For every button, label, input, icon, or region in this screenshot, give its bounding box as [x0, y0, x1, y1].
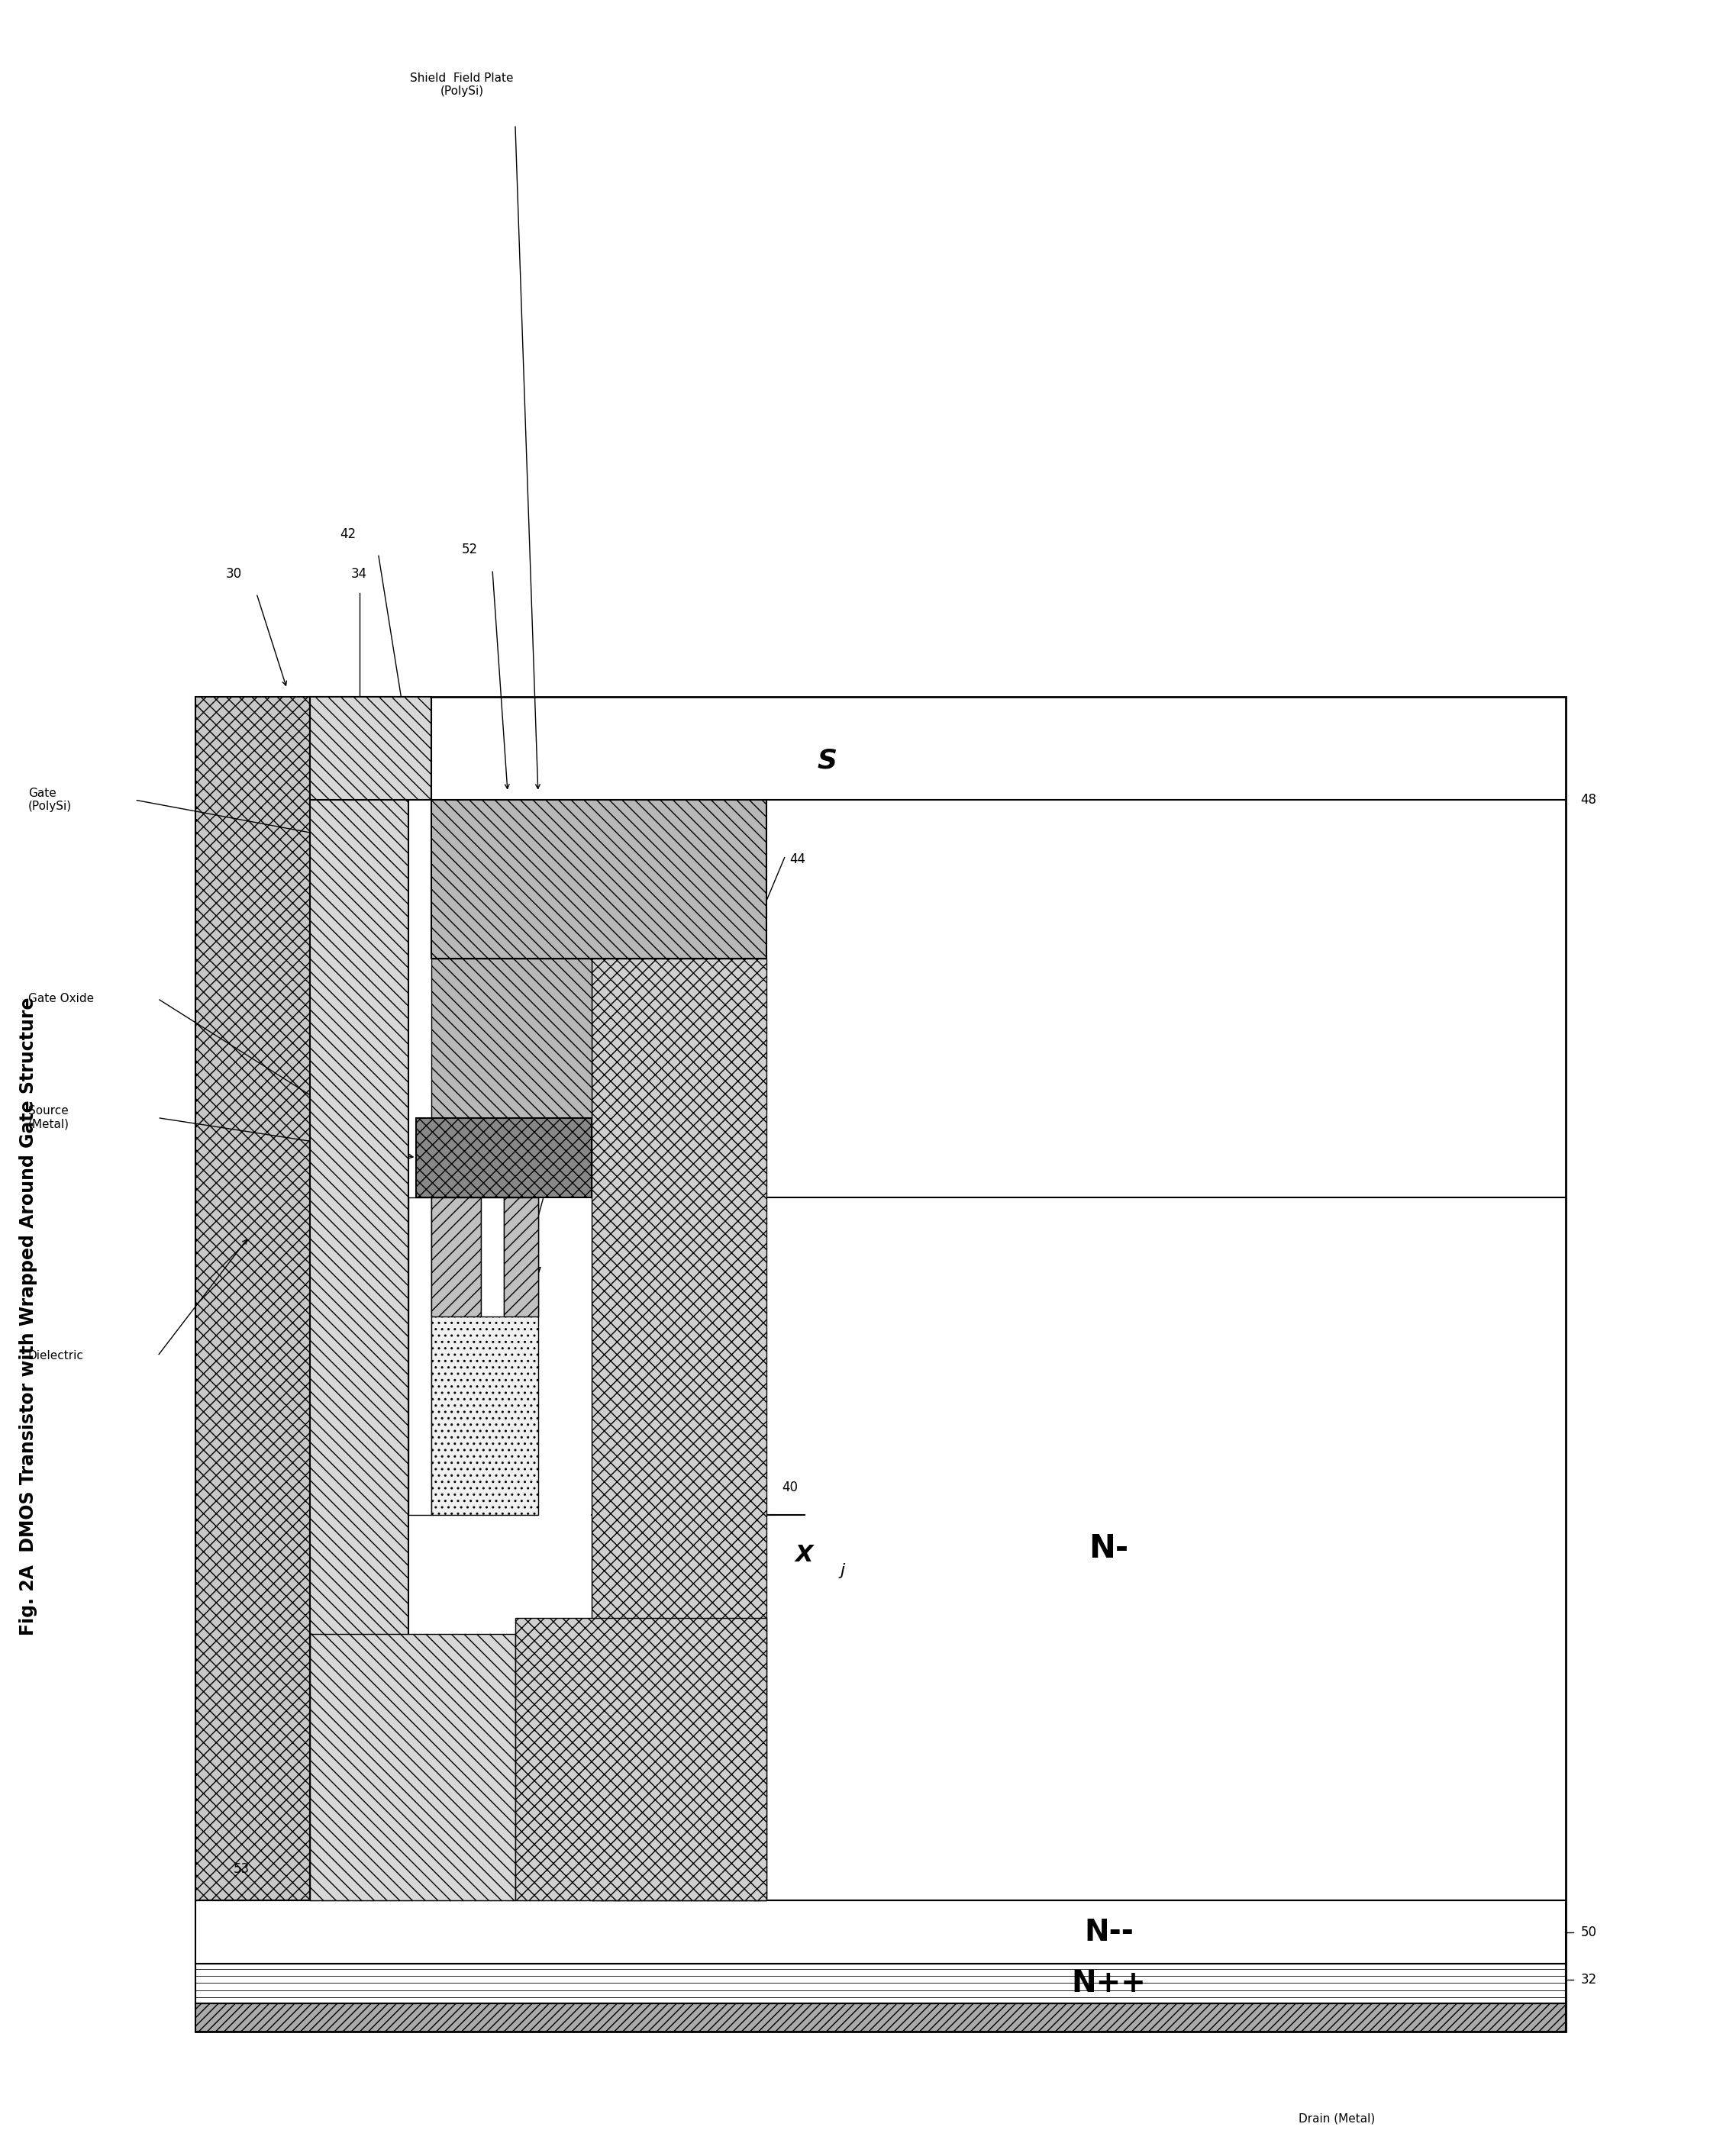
Bar — [408, 1197, 431, 1516]
Text: S: S — [817, 748, 837, 774]
Bar — [431, 1197, 538, 1516]
Text: 40: 40 — [782, 1481, 798, 1494]
Bar — [417, 1117, 591, 1197]
Bar — [431, 959, 591, 1117]
Text: 54: 54 — [550, 1186, 565, 1201]
Text: 30: 30 — [226, 567, 241, 580]
Text: 44: 44 — [789, 854, 805, 867]
Bar — [481, 1197, 503, 1317]
Text: N++: N++ — [1072, 1968, 1146, 1999]
Text: 56: 56 — [470, 1123, 486, 1136]
Text: 42: 42 — [339, 526, 357, 541]
Text: Drain (Metal): Drain (Metal) — [1299, 2113, 1375, 2124]
Bar — [310, 1634, 515, 1899]
Bar — [591, 959, 767, 1899]
Text: N++: N++ — [510, 1253, 531, 1261]
Text: j: j — [841, 1563, 844, 1578]
Bar — [310, 696, 431, 800]
Text: 48: 48 — [1580, 793, 1597, 806]
Text: P-well: P-well — [472, 1401, 482, 1429]
Bar — [503, 1197, 538, 1317]
Text: S: S — [696, 1848, 715, 1874]
Text: 53: 53 — [233, 1863, 250, 1876]
Bar — [196, 1964, 1566, 2003]
Bar — [431, 1197, 481, 1317]
Text: 34: 34 — [351, 567, 367, 580]
Text: N++: N++ — [446, 1253, 467, 1261]
Text: 37: 37 — [527, 1266, 543, 1281]
Text: 32: 32 — [1580, 1973, 1597, 1986]
Text: Gate
(PolySi): Gate (PolySi) — [28, 787, 72, 813]
Text: X: X — [796, 1544, 813, 1565]
Text: 36: 36 — [348, 1850, 364, 1863]
Bar — [310, 696, 408, 1899]
Text: P+: P+ — [486, 1253, 500, 1261]
Text: 46: 46 — [431, 1337, 448, 1352]
Text: 38: 38 — [462, 1162, 477, 1177]
Bar — [196, 2003, 1566, 2031]
Text: Fig. 2A  DMOS Transistor with Wrapped Around Gate Structure: Fig. 2A DMOS Transistor with Wrapped Aro… — [19, 998, 38, 1636]
Bar — [196, 696, 1566, 2031]
Bar — [196, 696, 310, 1899]
Bar — [196, 1899, 1566, 1964]
Bar — [515, 1619, 767, 1899]
Text: N--: N-- — [1084, 1917, 1134, 1947]
Text: 50: 50 — [1580, 1925, 1597, 1938]
Bar — [431, 800, 767, 959]
Text: 52: 52 — [462, 543, 477, 556]
Text: Gate Oxide: Gate Oxide — [28, 992, 93, 1005]
Text: N-: N- — [1089, 1533, 1129, 1565]
Text: Source
(Metal): Source (Metal) — [28, 1106, 69, 1130]
Text: Dielectric: Dielectric — [28, 1350, 84, 1363]
Text: Shield  Field Plate
(PolySi): Shield Field Plate (PolySi) — [410, 73, 513, 97]
